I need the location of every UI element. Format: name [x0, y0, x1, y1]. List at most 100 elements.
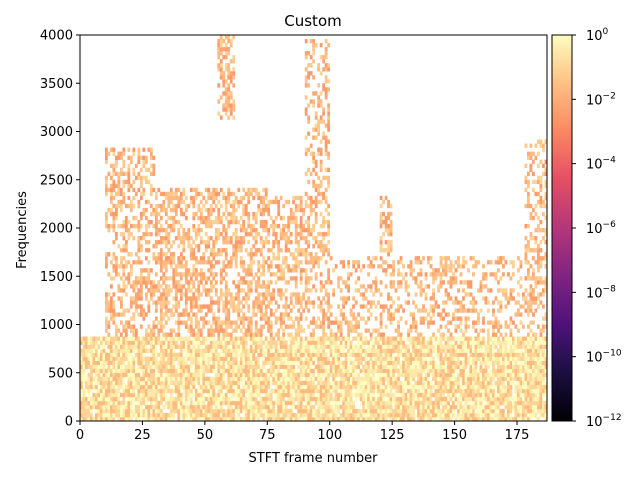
heatmap-cell [152, 328, 156, 333]
heatmap-cell [202, 288, 206, 293]
heatmap-cell [139, 412, 143, 418]
heatmap-cell [277, 416, 281, 422]
heatmap-cell [204, 360, 208, 366]
heatmap-cell [297, 232, 301, 237]
heatmap-cell [179, 348, 183, 353]
heatmap-cell [292, 348, 296, 353]
heatmap-cell [389, 240, 393, 245]
heatmap-cell [94, 392, 98, 398]
heatmap-cell [397, 260, 400, 265]
heatmap-cell [242, 364, 246, 370]
heatmap-cell [262, 412, 266, 418]
heatmap-cell [132, 392, 136, 398]
heatmap-cell [307, 219, 311, 225]
heatmap-cell [174, 284, 178, 289]
heatmap-cell [119, 404, 123, 410]
heatmap-cell [297, 380, 301, 386]
heatmap-cell [124, 264, 128, 269]
heatmap-cell [264, 304, 268, 309]
heatmap-cell [217, 260, 221, 265]
heatmap-cell [134, 360, 138, 366]
heatmap-cell [184, 340, 188, 345]
heatmap-cell [127, 340, 131, 345]
heatmap-cell [277, 340, 281, 345]
heatmap-cell [259, 384, 263, 390]
heatmap-cell [417, 260, 420, 265]
heatmap-cell [302, 292, 306, 297]
heatmap-cell [224, 344, 228, 349]
heatmap-cell [244, 416, 248, 422]
heatmap-cell [142, 159, 146, 164]
heatmap-cell [94, 344, 98, 349]
heatmap-cell [127, 147, 131, 152]
heatmap-cell [414, 324, 418, 329]
heatmap-cell [402, 264, 405, 269]
heatmap-cell [149, 328, 153, 333]
heatmap-cell [134, 304, 138, 309]
heatmap-cell [307, 179, 311, 185]
heatmap-cell [299, 344, 303, 349]
heatmap-cell [197, 215, 201, 221]
heatmap-cell [104, 179, 108, 185]
heatmap-cell [199, 328, 203, 333]
heatmap-cell [224, 320, 228, 325]
heatmap-cell [347, 340, 351, 345]
heatmap-cell [217, 352, 221, 357]
heatmap-cell [172, 340, 176, 345]
heatmap-cell [287, 400, 291, 406]
heatmap-cell [359, 340, 363, 345]
heatmap-cell [394, 328, 398, 333]
heatmap-cell [187, 344, 191, 349]
heatmap-cell [344, 360, 348, 366]
heatmap-cell [269, 328, 273, 333]
heatmap-cell [387, 248, 390, 253]
heatmap-cell [217, 388, 221, 394]
heatmap-cell [397, 416, 400, 422]
heatmap-cell [229, 400, 233, 406]
heatmap-cell [349, 412, 353, 418]
heatmap-cell [364, 304, 368, 309]
heatmap-cell [382, 388, 385, 394]
heatmap-cell [219, 340, 223, 345]
heatmap-cell [212, 380, 216, 386]
heatmap-cell [192, 223, 196, 229]
heatmap-cell [279, 316, 283, 321]
heatmap-cell [307, 404, 311, 410]
heatmap-cell [269, 312, 273, 317]
heatmap-cell [204, 207, 208, 213]
heatmap-cell [147, 240, 151, 245]
heatmap-cell [382, 396, 385, 402]
heatmap-cell [222, 348, 226, 353]
heatmap-cell [159, 236, 163, 241]
heatmap-cell [417, 404, 420, 410]
heatmap-cell [199, 396, 203, 402]
heatmap-cell [129, 340, 133, 345]
heatmap-cell [234, 372, 238, 378]
heatmap-cell [99, 404, 103, 410]
heatmap-cell [177, 272, 181, 277]
heatmap-cell [364, 356, 368, 361]
heatmap-cell [207, 191, 211, 197]
heatmap-cell [384, 336, 388, 341]
heatmap-cell [312, 412, 316, 418]
heatmap-cell [149, 203, 153, 209]
heatmap-cell [209, 388, 213, 394]
heatmap-cell [294, 236, 298, 241]
heatmap-cell [157, 260, 161, 265]
heatmap-cell [119, 364, 123, 370]
heatmap-cell [342, 392, 346, 398]
heatmap-cell [182, 416, 186, 422]
heatmap-cell [159, 364, 163, 370]
heatmap-cell [397, 372, 400, 378]
heatmap-cell [184, 312, 188, 317]
heatmap-cell [379, 332, 383, 337]
heatmap-cell [264, 308, 268, 313]
heatmap-cell [254, 304, 258, 309]
heatmap-cell [219, 59, 223, 64]
heatmap-cell [307, 396, 311, 402]
heatmap-cell [399, 256, 403, 261]
heatmap-cell [379, 368, 383, 374]
heatmap-cell [339, 384, 343, 390]
heatmap-cell [284, 356, 288, 361]
heatmap-cell [344, 384, 348, 390]
